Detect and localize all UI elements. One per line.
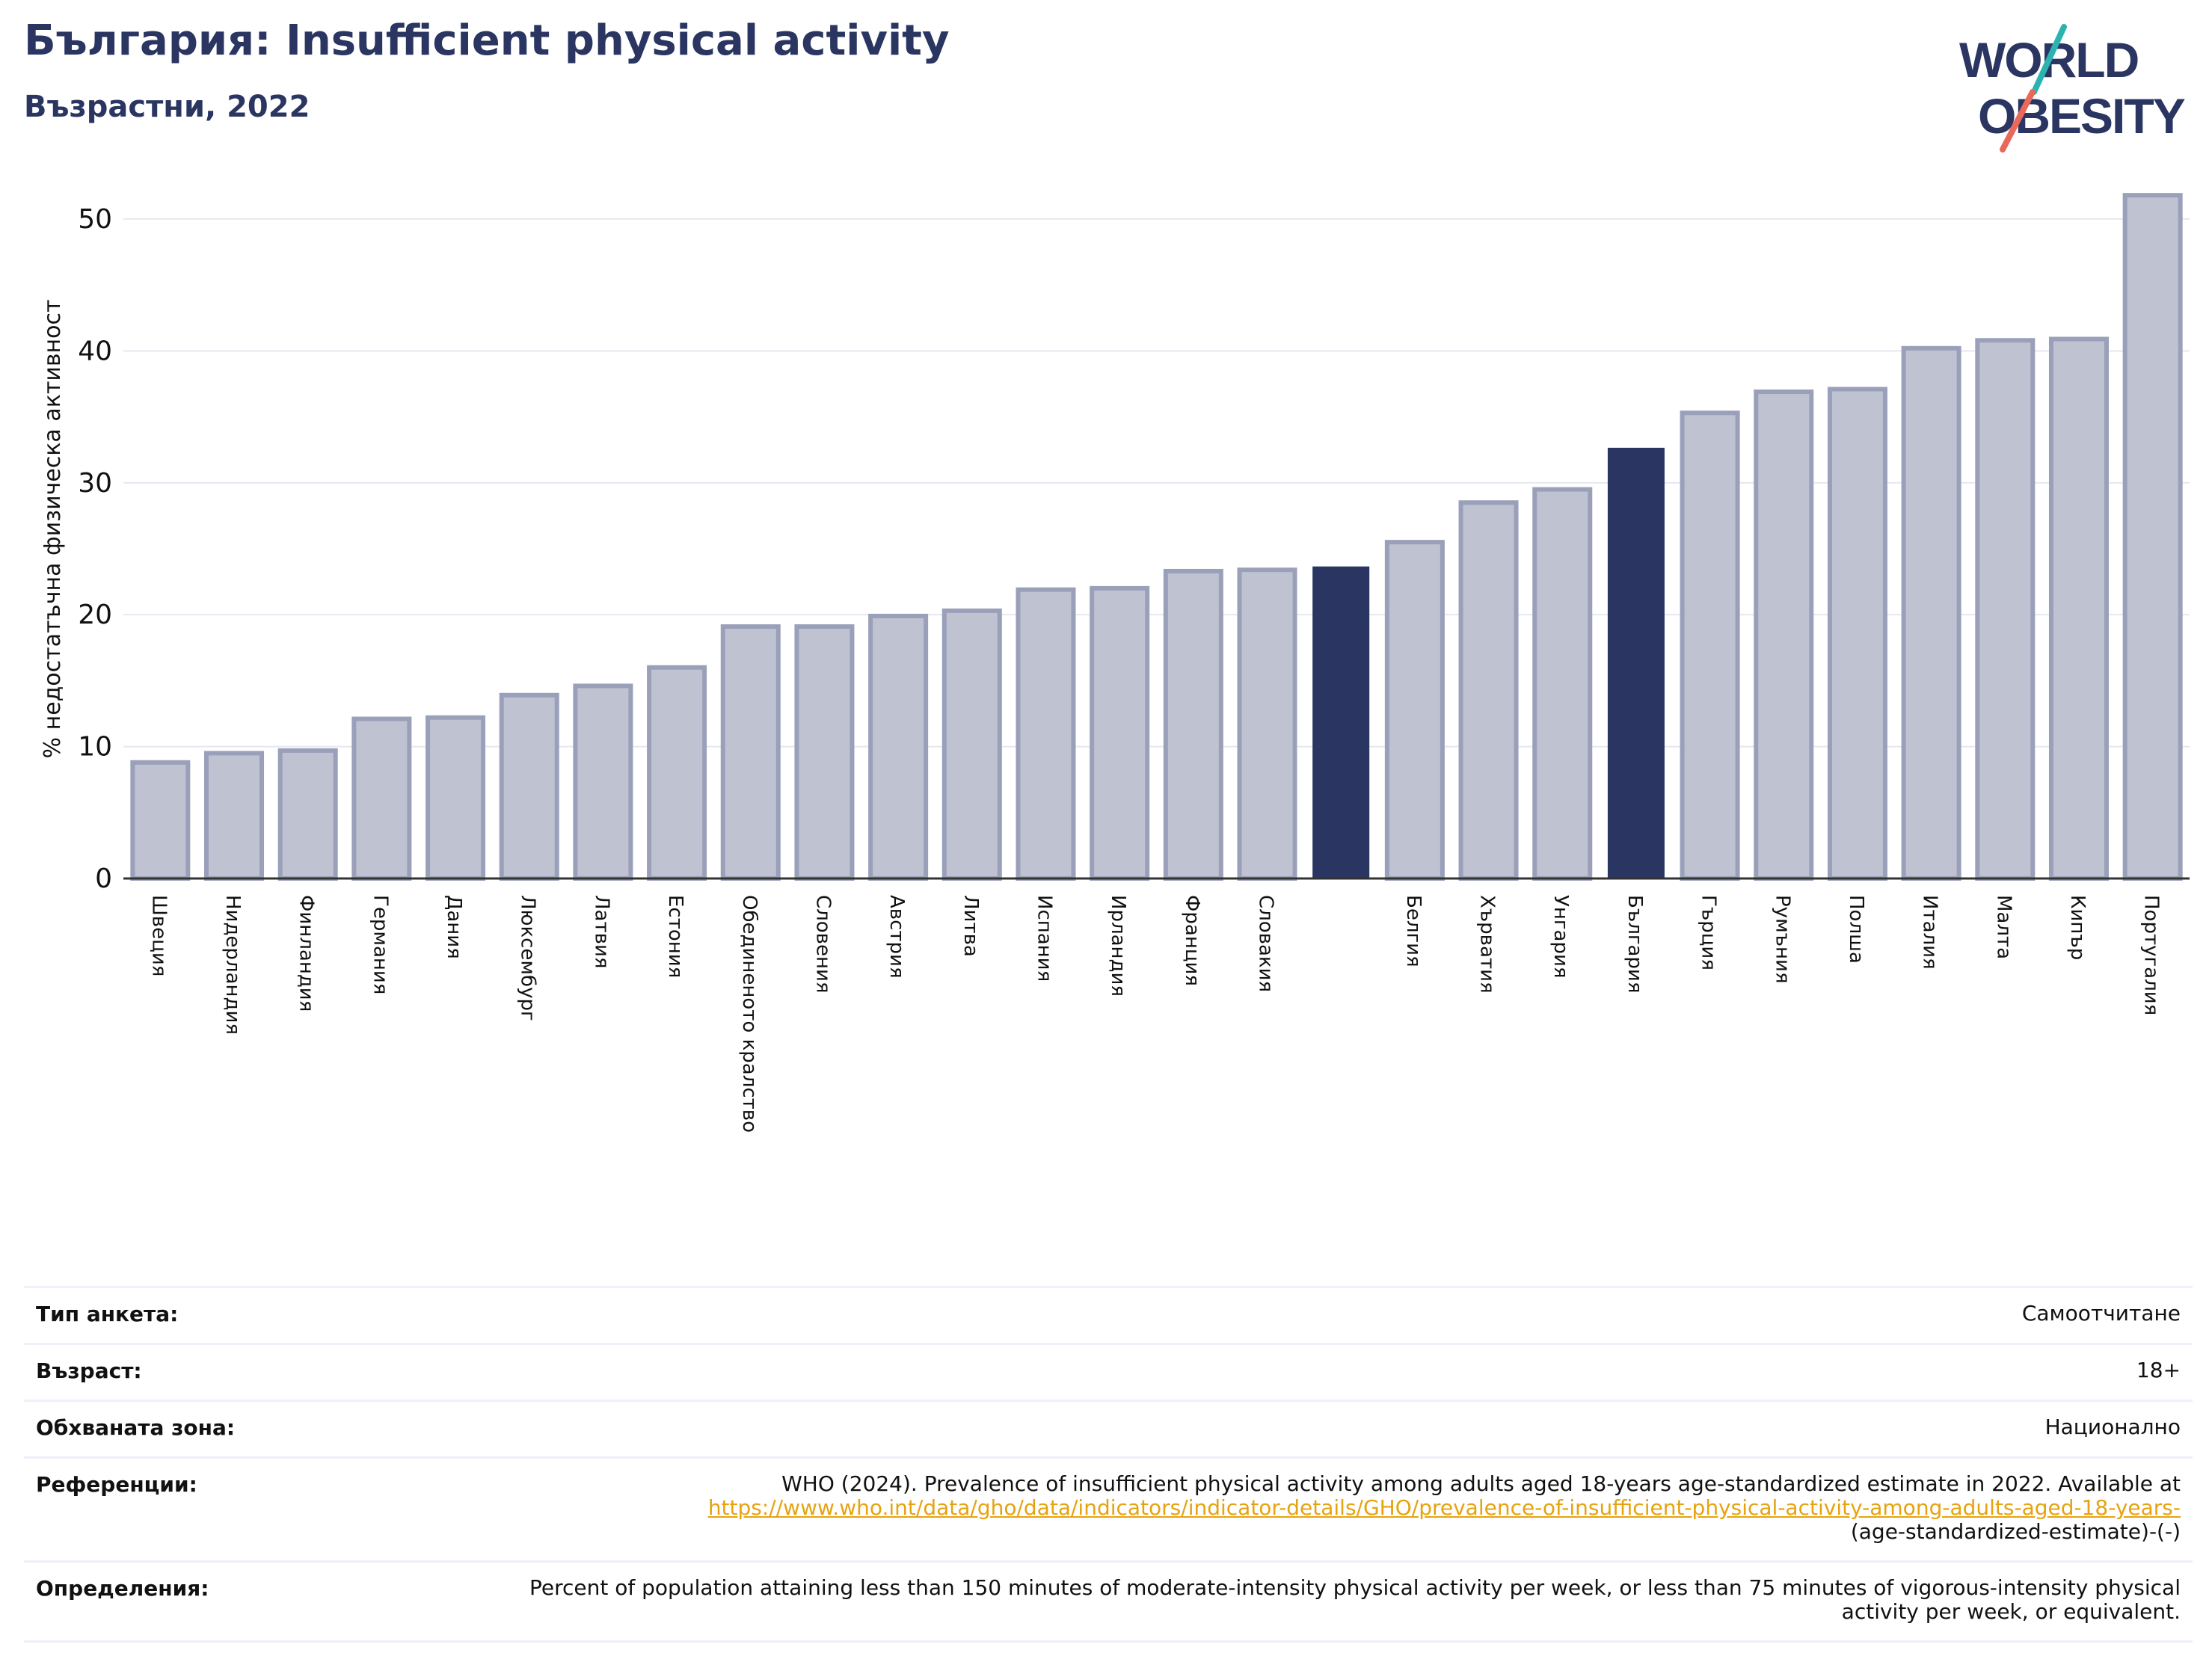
x-tick-label: Португалия <box>2140 895 2163 1015</box>
bar <box>1901 345 1961 881</box>
y-tick-label: 0 <box>95 864 112 894</box>
bar <box>941 608 1002 881</box>
bar <box>573 683 633 881</box>
y-tick-label: 40 <box>78 336 112 366</box>
meta-label-references: Референции: <box>24 1456 497 1562</box>
meta-label-area: Обхваната зона: <box>24 1400 497 1458</box>
x-tick-label: Швеция <box>147 895 170 976</box>
reference-text-end: (age-standardized-estimate)-(-) <box>1850 1519 2181 1544</box>
x-tick-label: Кипър <box>2066 895 2089 960</box>
bar-chart: 0 10 20 30 40 50 % недостатъчна физическа акти… <box>40 193 2190 1133</box>
y-tick-label: 30 <box>78 468 112 499</box>
meta-value-area: Национално <box>497 1400 2193 1458</box>
bar <box>425 715 486 881</box>
bar <box>1975 338 2036 881</box>
page-title: България: Insufficient physical activity <box>24 16 950 65</box>
x-tick-label: Германия <box>369 895 391 994</box>
bar <box>720 624 781 881</box>
meta-row-area: Обхваната зона: Национално <box>24 1400 2193 1458</box>
reference-link[interactable]: https://www.who.int/data/gho/data/indica… <box>707 1495 2181 1520</box>
x-tick-label: Унгария <box>1549 895 1572 978</box>
meta-row-survey-type: Тип анкета: Самоотчитане <box>24 1286 2193 1344</box>
meta-value-age: 18+ <box>497 1343 2193 1401</box>
meta-row-definitions: Определения: Percent of population attai… <box>24 1560 2193 1643</box>
bar <box>1532 487 1593 881</box>
meta-value-survey-type: Самоотчитане <box>497 1286 2193 1344</box>
x-tick-label: Словакия <box>1255 895 1277 992</box>
page-subtitle: Възрастни, 2022 <box>24 90 310 124</box>
meta-label-age: Възраст: <box>24 1343 497 1401</box>
reference-text: WHO (2024). Prevalence of insufficient p… <box>781 1471 2181 1496</box>
meta-label-survey-type: Тип анкета: <box>24 1286 497 1344</box>
bar <box>1754 390 1814 881</box>
bar <box>1090 585 1150 881</box>
bar <box>868 613 929 881</box>
bar <box>499 692 559 881</box>
x-tick-label: Румъния <box>1771 895 1793 984</box>
bar <box>351 716 412 881</box>
bar <box>1827 387 1887 881</box>
meta-value-references: WHO (2024). Prevalence of insufficient p… <box>497 1456 2193 1562</box>
logo-slash-teal <box>2031 24 2067 95</box>
logo-slash-coral <box>2000 89 2036 153</box>
x-tick-label: Малта <box>1992 895 2015 959</box>
y-axis-label: % недостатъчна физическа активност <box>40 300 66 759</box>
y-tick-label: 50 <box>78 204 112 235</box>
bar <box>647 665 707 881</box>
x-tick-label: Дания <box>443 895 465 959</box>
bar-highlighted <box>1312 566 1370 880</box>
x-tick-label: Люксембург <box>517 895 539 1021</box>
x-tick-label: Белгия <box>1402 895 1425 967</box>
bar <box>1237 567 1297 881</box>
x-tick-label: Гърция <box>1698 895 1720 970</box>
x-tick-label: Нидерландия <box>221 895 244 1035</box>
bar <box>277 748 338 881</box>
meta-row-references: Референции: WHO (2024). Prevalence of in… <box>24 1456 2193 1562</box>
bar <box>2122 193 2183 881</box>
x-tick-label: България <box>1623 895 1646 993</box>
x-tick-label: Испания <box>1033 895 1055 982</box>
bar <box>1680 410 1740 881</box>
bar <box>1163 568 1223 881</box>
bar-highlighted <box>1607 447 1665 879</box>
x-tick-label: Латвия <box>590 895 612 969</box>
x-tick-label: Литва <box>959 895 982 957</box>
x-tick-label: Обединеното кралство <box>738 895 761 1133</box>
bar <box>794 624 855 881</box>
metadata-table: Тип анкета: Самоотчитане Възраст: 18+ Об… <box>24 1286 2193 1643</box>
x-tick-label: Ирландия <box>1107 895 1129 997</box>
x-tick-label: Естония <box>664 895 686 978</box>
x-tick-label: Финландия <box>295 895 318 1012</box>
y-tick-label: 20 <box>78 600 112 630</box>
meta-row-age: Възраст: 18+ <box>24 1343 2193 1401</box>
x-tick-label: Франция <box>1181 895 1203 986</box>
bar <box>1384 540 1445 881</box>
x-tick-label: Хърватия <box>1476 895 1499 994</box>
bar <box>204 751 265 881</box>
x-tick-label: Полша <box>1845 895 1867 964</box>
x-tick-label: Словения <box>811 895 834 994</box>
bar <box>130 760 191 881</box>
bar <box>2048 336 2109 881</box>
world-obesity-logo: WORLD OBESITY <box>1959 24 2187 153</box>
x-tick-label: Австрия <box>885 895 908 979</box>
x-tick-label: Италия <box>1919 895 1941 970</box>
bar <box>1458 500 1519 881</box>
meta-label-definitions: Определения: <box>24 1560 497 1643</box>
meta-value-definitions: Percent of population attaining less tha… <box>497 1560 2193 1643</box>
bar <box>1016 587 1076 881</box>
y-tick-label: 10 <box>78 732 112 763</box>
